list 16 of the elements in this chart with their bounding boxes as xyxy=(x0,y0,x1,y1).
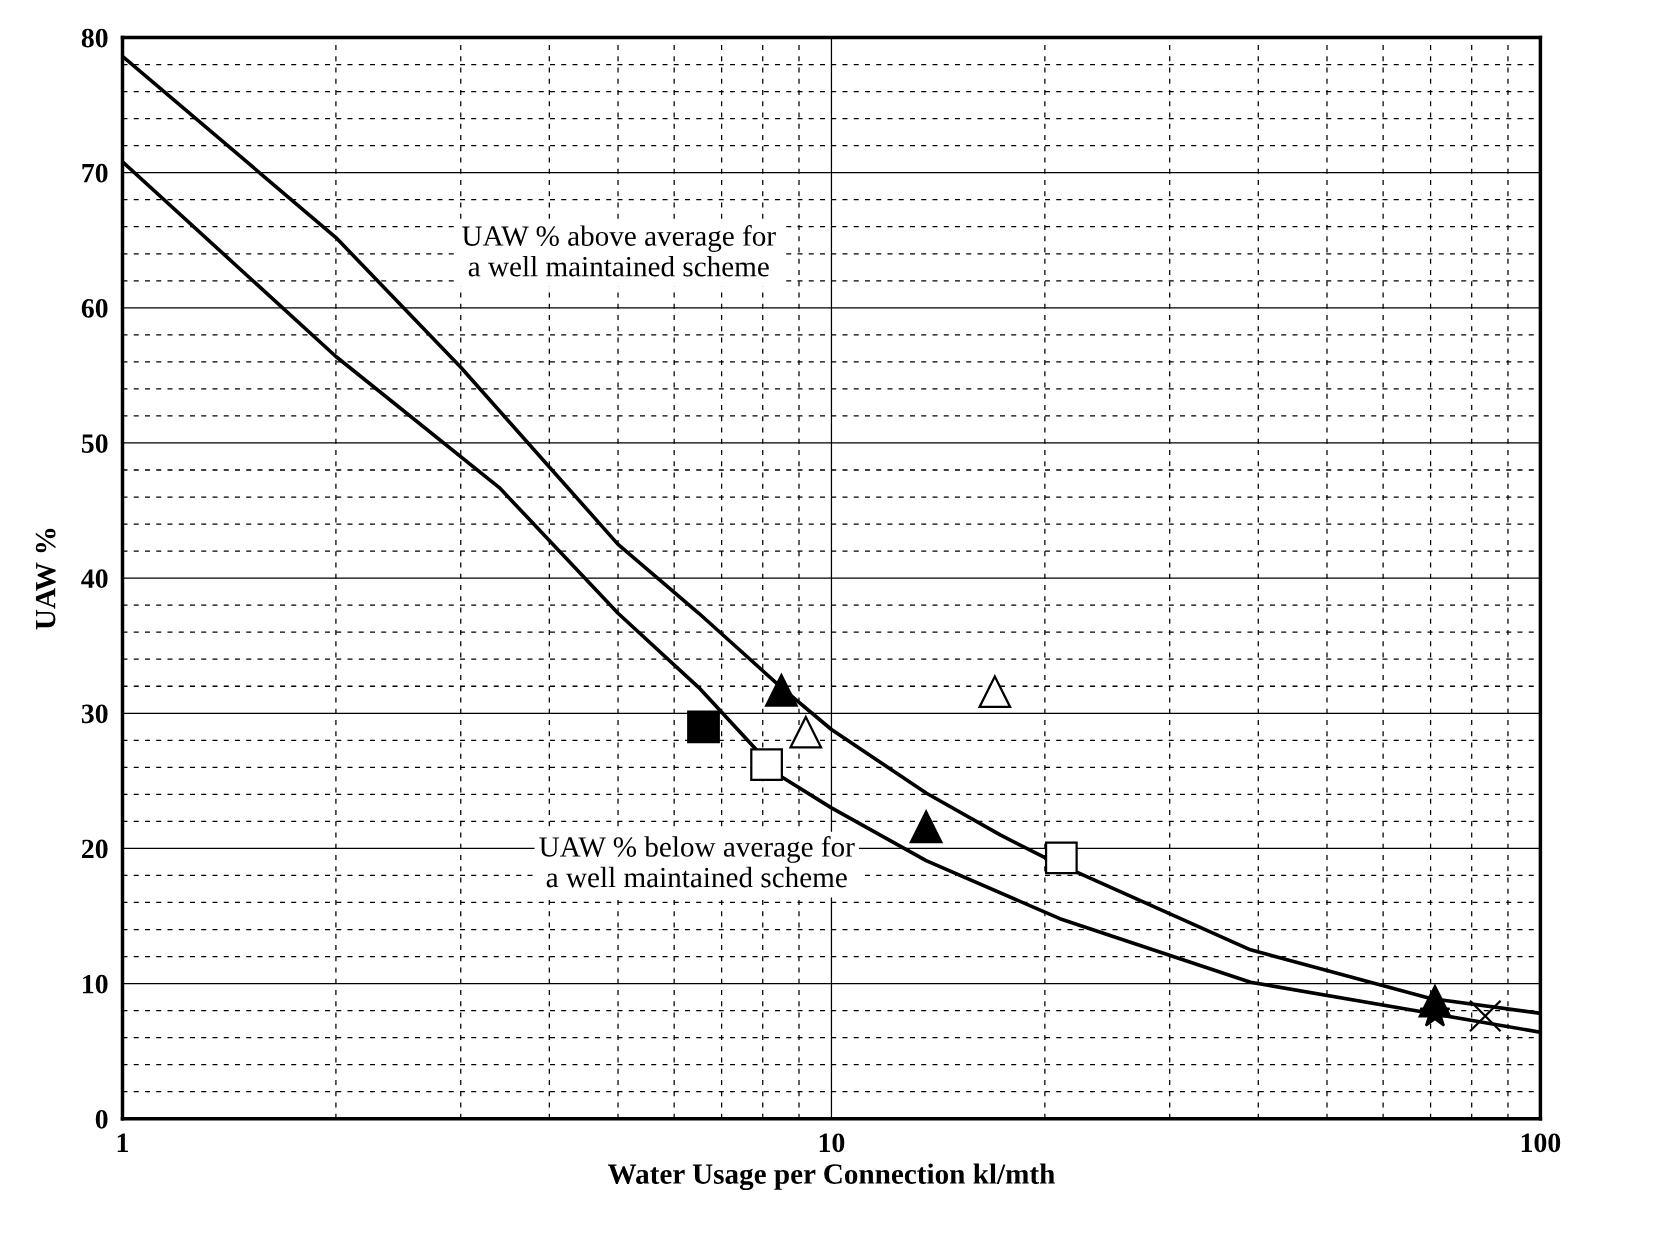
y-tick-label: 60 xyxy=(81,298,108,318)
y-tick-label: 20 xyxy=(81,839,108,859)
x-axis-title: Water Usage per Connection kl/mth xyxy=(607,1163,1055,1191)
annotation: UAW % above average for a well maintained scheme xyxy=(462,225,776,277)
y-tick-label: 70 xyxy=(82,163,108,183)
annotation: UAW % below average for a well maintained scheme xyxy=(539,835,855,888)
y-tick-label: 30 xyxy=(81,704,108,724)
y-tick-label: 0 xyxy=(95,1109,108,1129)
x-tick-label: 1 xyxy=(117,1133,128,1152)
x-tick-label: 10 xyxy=(819,1133,845,1153)
y-tick-label: 10 xyxy=(83,974,108,994)
y-tick-label: 50 xyxy=(81,434,108,453)
y-axis-title: UAW % xyxy=(35,528,56,630)
y-tick-label: 80 xyxy=(81,28,108,48)
x-tick-label: 100 xyxy=(1521,1133,1561,1153)
y-tick-label: 40 xyxy=(81,569,108,589)
